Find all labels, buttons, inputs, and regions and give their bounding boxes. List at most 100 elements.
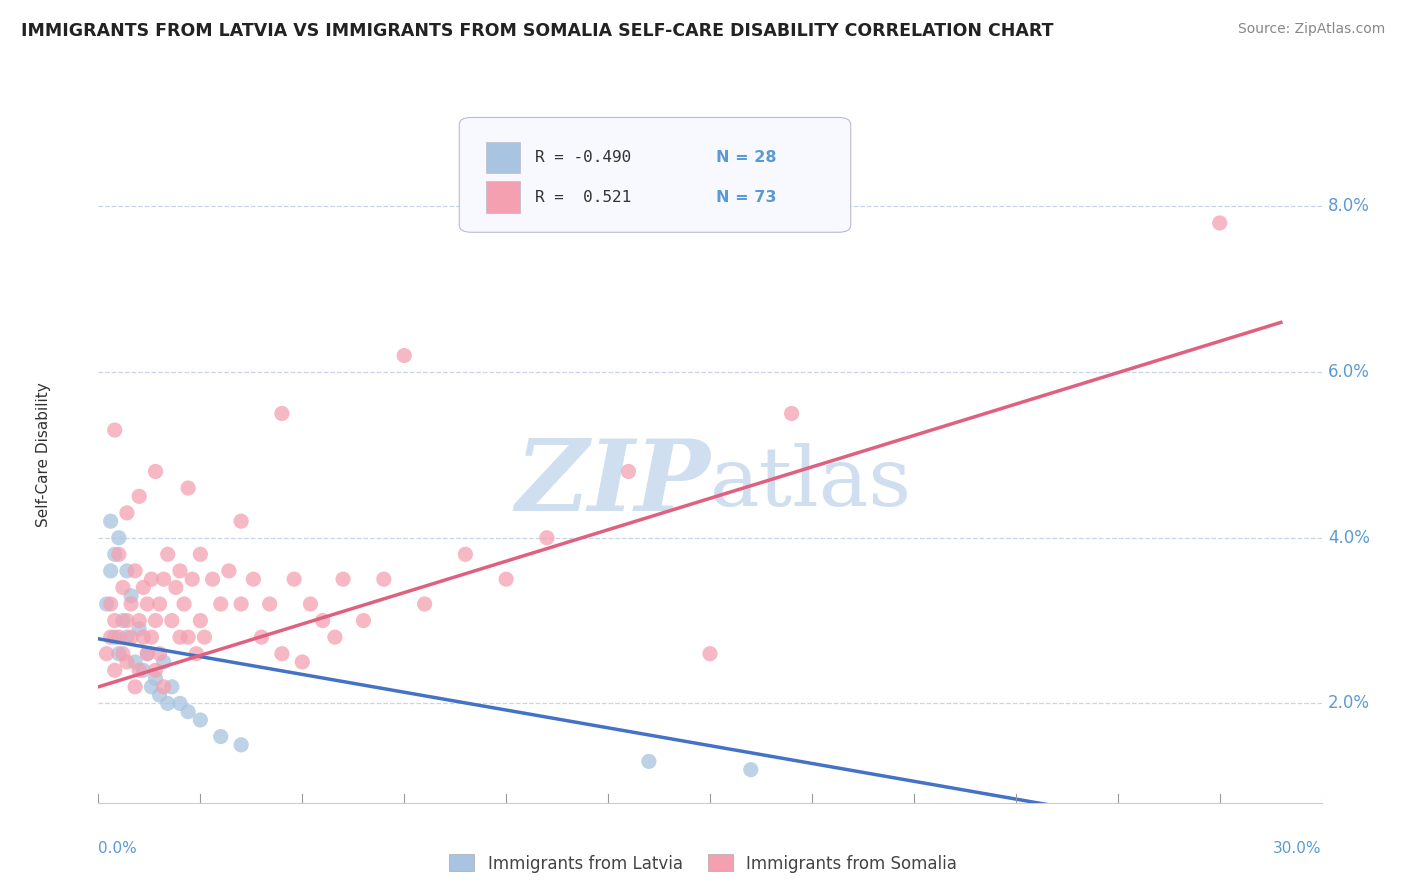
Point (699, 647, 721, 661)
Point (177, 481, 200, 495)
Point (149, 647, 172, 661)
Point (141, 630, 163, 644)
Text: 0.0%: 0.0% (98, 841, 138, 856)
Point (152, 680, 174, 694)
Point (128, 622, 150, 636)
Point (104, 614, 127, 628)
Text: 6.0%: 6.0% (1327, 363, 1369, 381)
Point (108, 531, 131, 545)
Point (270, 647, 294, 661)
Point (145, 614, 167, 628)
Point (259, 597, 281, 611)
Point (312, 614, 335, 628)
Point (156, 697, 179, 711)
Point (201, 572, 224, 586)
Point (111, 647, 134, 661)
Text: 30.0%: 30.0% (1274, 841, 1322, 856)
Point (100, 564, 122, 578)
Point (136, 597, 159, 611)
Point (96, 647, 118, 661)
Point (120, 589, 142, 603)
Point (149, 597, 172, 611)
Point (145, 663, 167, 677)
Text: IMMIGRANTS FROM LATVIA VS IMMIGRANTS FROM SOMALIA SELF-CARE DISABILITY CORRELATI: IMMIGRANTS FROM LATVIA VS IMMIGRANTS FRO… (21, 22, 1053, 40)
Point (120, 597, 142, 611)
Point (96, 597, 118, 611)
Point (323, 630, 346, 644)
Point (111, 581, 134, 595)
Point (120, 630, 142, 644)
Point (188, 614, 212, 628)
Point (108, 647, 131, 661)
Point (145, 672, 167, 686)
Point (128, 614, 150, 628)
Point (152, 655, 174, 669)
Point (115, 655, 138, 669)
Point (270, 407, 294, 421)
Text: 4.0%: 4.0% (1327, 529, 1369, 547)
Point (124, 564, 146, 578)
Text: atlas: atlas (710, 442, 912, 523)
Point (111, 614, 134, 628)
Text: N = 28: N = 28 (716, 151, 776, 165)
Point (145, 465, 167, 479)
Point (392, 349, 416, 363)
Point (332, 572, 354, 586)
Point (740, 763, 762, 777)
Point (181, 572, 204, 586)
Point (100, 630, 122, 644)
Point (352, 614, 374, 628)
Point (283, 572, 305, 586)
FancyBboxPatch shape (486, 142, 520, 173)
Legend: Immigrants from Latvia, Immigrants from Somalia: Immigrants from Latvia, Immigrants from … (443, 847, 963, 880)
Point (454, 547, 477, 561)
FancyBboxPatch shape (460, 118, 851, 232)
Point (1208, 216, 1232, 230)
Point (124, 655, 146, 669)
Point (231, 597, 253, 611)
Point (637, 755, 661, 769)
Point (188, 547, 212, 561)
Point (100, 597, 122, 611)
Point (136, 647, 159, 661)
FancyBboxPatch shape (486, 181, 520, 213)
Point (132, 663, 155, 677)
Point (177, 630, 200, 644)
Point (124, 680, 146, 694)
Point (165, 581, 187, 595)
Text: N = 73: N = 73 (716, 190, 776, 205)
Point (156, 547, 179, 561)
Point (115, 564, 138, 578)
Text: R =  0.521: R = 0.521 (536, 190, 631, 205)
Point (169, 630, 191, 644)
Point (152, 572, 174, 586)
Point (193, 630, 215, 644)
Point (495, 572, 517, 586)
Point (104, 547, 127, 561)
Point (115, 630, 138, 644)
Text: Self-Care Disability: Self-Care Disability (37, 383, 51, 527)
Point (291, 655, 314, 669)
Point (169, 697, 191, 711)
Point (173, 597, 195, 611)
Point (108, 547, 131, 561)
Text: 2.0%: 2.0% (1327, 694, 1369, 713)
Point (149, 688, 172, 702)
Point (160, 614, 183, 628)
Point (373, 572, 395, 586)
Point (108, 630, 131, 644)
Point (128, 489, 150, 503)
Text: R = -0.490: R = -0.490 (536, 151, 631, 165)
Point (536, 531, 558, 545)
Point (209, 597, 232, 611)
Point (128, 663, 150, 677)
Point (218, 564, 240, 578)
Point (617, 465, 640, 479)
Point (231, 514, 253, 528)
Point (299, 597, 322, 611)
Point (169, 564, 191, 578)
Text: 8.0%: 8.0% (1327, 197, 1369, 216)
Point (115, 506, 138, 520)
Text: ZIP: ZIP (515, 434, 710, 531)
Point (186, 647, 208, 661)
